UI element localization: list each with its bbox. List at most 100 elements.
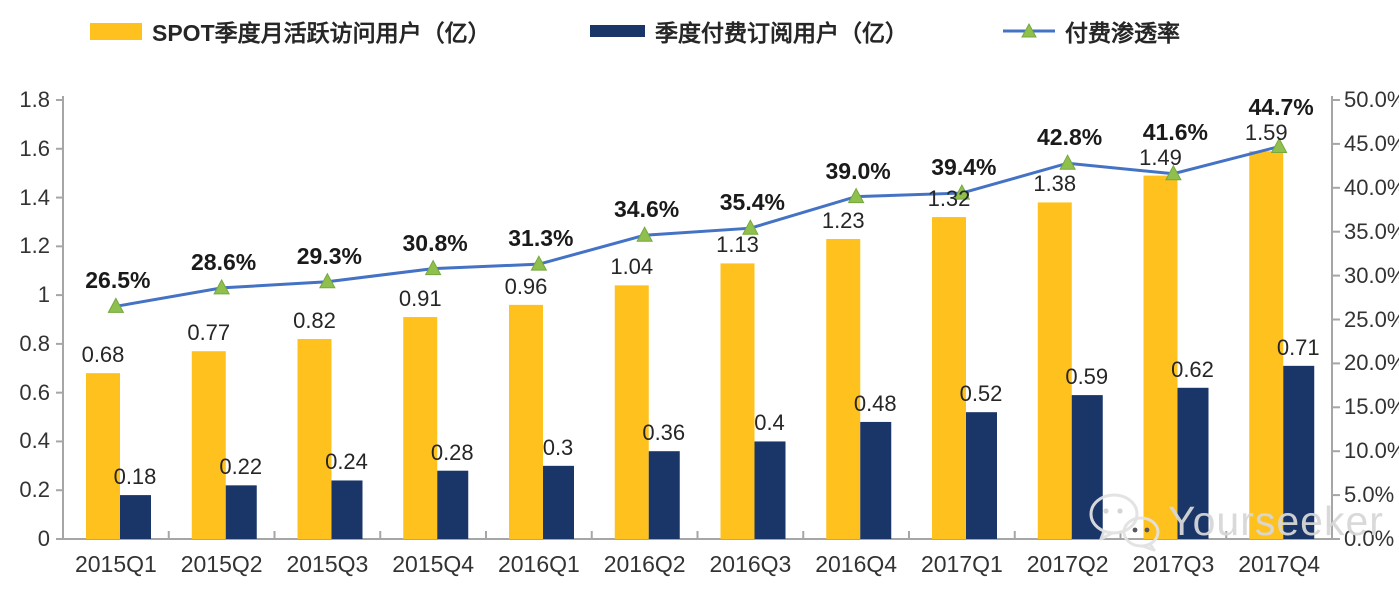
- penetration-value-label: 44.7%: [1248, 94, 1314, 121]
- legend-label-mau: SPOT季度月活跃访问用户（亿）: [152, 20, 491, 46]
- bar-value-label-paid: 0.18: [113, 464, 157, 490]
- penetration-marker: [530, 255, 548, 271]
- x-axis-label: 2017Q2: [1026, 551, 1109, 577]
- penetration-value-label: 34.6%: [614, 196, 680, 223]
- legend-swatch-paid: [590, 25, 645, 37]
- right-axis-tick-label: 0.0%: [1344, 526, 1395, 551]
- x-axis-label: 2017Q4: [1238, 551, 1321, 577]
- bar-value-label-paid: 0.36: [642, 420, 686, 446]
- penetration-marker: [847, 187, 865, 204]
- right-axis-tick-label: 20.0%: [1344, 350, 1399, 376]
- bar-value-label-mau: 1.59: [1244, 120, 1288, 146]
- right-axis-tick-label: 45.0%: [1344, 130, 1399, 156]
- penetration-marker: [742, 219, 759, 235]
- bar-value-label-paid: 0.28: [430, 439, 474, 465]
- bar-mau: [614, 285, 649, 539]
- x-axis-label: 2015Q3: [286, 551, 369, 577]
- bar-paid: [437, 470, 469, 539]
- bar-mau: [403, 317, 438, 539]
- bar-mau: [1249, 151, 1284, 539]
- right-axis-tick-label: 10.0%: [1344, 438, 1399, 464]
- penetration-value-label: 42.8%: [1037, 124, 1103, 151]
- left-axis-tick-label: 1: [37, 282, 50, 308]
- penetration-marker: [424, 259, 442, 276]
- bar-value-label-paid: 0.3: [542, 434, 574, 460]
- bar-value-label-paid: 0.71: [1276, 334, 1320, 360]
- penetration-marker: [213, 278, 230, 295]
- bar-value-label-mau: 1.49: [1139, 144, 1182, 170]
- right-axis-tick-label: 5.0%: [1344, 482, 1395, 508]
- penetration-value-label: 26.5%: [85, 267, 151, 294]
- left-axis-tick-label: 1.6: [19, 135, 50, 161]
- left-axis-tick-label: 0.2: [19, 477, 50, 503]
- bar-paid: [225, 485, 257, 539]
- bar-mau: [720, 263, 755, 539]
- bar-paid: [543, 465, 574, 539]
- bar-mau: [297, 339, 332, 539]
- bar-mau: [932, 217, 966, 540]
- x-axis-label: 2017Q1: [920, 551, 1003, 577]
- bar-value-label-paid: 0.22: [219, 454, 263, 480]
- bar-value-label-mau: 0.82: [293, 308, 336, 333]
- bar-paid: [966, 412, 997, 539]
- x-axis-label: 2016Q1: [497, 551, 580, 577]
- legend-item-penetration: 付费渗透率: [1003, 12, 1180, 50]
- x-axis-label: 2015Q4: [392, 551, 475, 577]
- x-axis-label: 2016Q4: [815, 551, 898, 577]
- right-axis-tick-label: 25.0%: [1344, 306, 1399, 332]
- legend-line-marker-sample: [1003, 22, 1055, 38]
- penetration-marker: [319, 272, 336, 289]
- legend-label-penetration: 付费渗透率: [1065, 20, 1180, 46]
- legend-item-mau: SPOT季度月活跃访问用户（亿）: [90, 12, 491, 50]
- left-axis-tick-label: 0.8: [19, 330, 50, 356]
- bar-value-label-mau: 0.91: [398, 286, 442, 312]
- bar-value-label-mau: 1.23: [821, 208, 865, 234]
- legend-label-paid: 季度付费订阅用户（亿）: [655, 20, 908, 46]
- left-axis-tick-label: 0: [37, 526, 50, 551]
- bar-value-label-mau: 1.32: [927, 186, 971, 212]
- bar-value-label-mau: 0.68: [81, 342, 125, 368]
- legend-swatch-mau: [90, 22, 142, 40]
- bar-value-label-paid: 0.59: [1065, 364, 1109, 390]
- left-axis-tick-label: 0.4: [19, 428, 50, 454]
- bar-value-label-mau: 0.96: [504, 273, 548, 299]
- x-axis-label: 2016Q2: [603, 551, 686, 577]
- bar-value-label-mau: 1.13: [716, 232, 759, 258]
- penetration-marker: [1165, 164, 1182, 181]
- penetration-value-label: 29.3%: [296, 242, 362, 269]
- right-axis-tick-label: 15.0%: [1344, 394, 1399, 420]
- bar-paid: [1283, 365, 1315, 539]
- bar-mau: [1037, 202, 1072, 539]
- bar-paid: [331, 480, 363, 539]
- bar-value-label-mau: 0.77: [187, 320, 231, 346]
- bar-mau: [86, 373, 120, 539]
- x-axis-label: 2015Q2: [180, 551, 263, 577]
- left-axis-tick-label: 1.8: [19, 87, 50, 112]
- x-axis-label: 2015Q1: [74, 551, 157, 577]
- legend-item-paid: 季度付费订阅用户（亿）: [590, 12, 908, 50]
- right-axis-tick-label: 35.0%: [1344, 218, 1399, 244]
- bar-paid: [1177, 387, 1209, 539]
- bar-mau: [1143, 175, 1178, 539]
- bar-paid: [120, 495, 151, 539]
- penetration-value-label: 28.6%: [191, 248, 257, 275]
- left-axis-tick-label: 0.6: [19, 379, 50, 405]
- penetration-value-label: 41.6%: [1142, 118, 1208, 145]
- right-axis-tick-label: 30.0%: [1344, 262, 1399, 288]
- bar-paid: [754, 441, 786, 539]
- penetration-marker: [953, 184, 971, 200]
- penetration-marker: [1270, 137, 1288, 154]
- bar-value-label-mau: 1.04: [610, 254, 654, 280]
- bar-value-label-paid: 0.52: [959, 381, 1003, 407]
- penetration-value-label: 39.0%: [825, 157, 891, 184]
- x-axis-label: 2016Q3: [709, 551, 792, 577]
- bar-value-label-paid: 0.4: [754, 410, 785, 436]
- bar-mau: [509, 304, 543, 539]
- bar-mau: [191, 351, 226, 539]
- penetration-marker: [636, 226, 653, 242]
- bar-value-label-paid: 0.24: [325, 449, 368, 475]
- penetration-marker: [1059, 154, 1076, 170]
- right-axis-tick-label: 50.0%: [1344, 87, 1399, 112]
